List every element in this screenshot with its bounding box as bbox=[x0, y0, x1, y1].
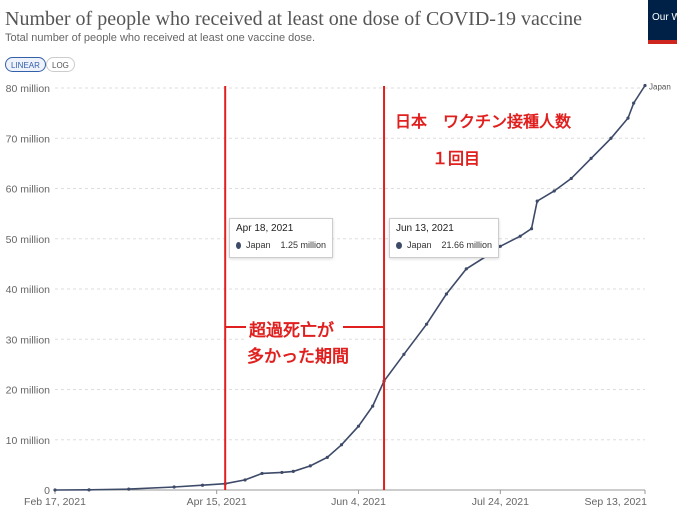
grid-layer bbox=[55, 87, 645, 491]
data-point bbox=[518, 234, 522, 238]
annotation-period-line2: 多かった期間 bbox=[247, 347, 349, 367]
data-point bbox=[291, 469, 295, 474]
data-point bbox=[356, 424, 361, 428]
annotation-period-line1: 超過死亡が bbox=[247, 316, 336, 341]
tooltip-date: Apr 18, 2021 bbox=[236, 223, 294, 234]
data-point bbox=[87, 488, 91, 492]
tooltip-jun: Jun 13, 2021 Japan 21.66 million bbox=[389, 218, 499, 258]
y-tick-label: 80 million bbox=[6, 83, 51, 95]
data-point bbox=[552, 189, 556, 193]
y-tick-label: 30 million bbox=[6, 334, 51, 346]
x-tick-label: Jul 24, 2021 bbox=[472, 496, 529, 508]
data-point bbox=[643, 83, 647, 88]
y-tick-label: 50 million bbox=[6, 234, 51, 246]
data-point bbox=[498, 244, 502, 248]
y-tick-label: 40 million bbox=[6, 284, 51, 296]
data-point bbox=[243, 478, 247, 482]
tooltip-series: Japan bbox=[406, 240, 432, 250]
data-point bbox=[589, 156, 593, 160]
annotation-subheading: １回目 bbox=[432, 149, 481, 168]
data-point bbox=[260, 471, 264, 476]
log-scale-button[interactable]: LOG bbox=[46, 57, 75, 72]
series-label: Japan bbox=[649, 82, 671, 91]
series-layer: Japan bbox=[53, 82, 671, 492]
series-dot-icon bbox=[236, 241, 241, 249]
y-tick-label: 20 million bbox=[6, 385, 51, 397]
data-point bbox=[325, 455, 329, 459]
chart-title: Number of people who received at least o… bbox=[5, 8, 583, 30]
x-tick-label: Jun 4, 2021 bbox=[331, 496, 386, 508]
data-point bbox=[535, 199, 539, 203]
y-tick-label: 60 million bbox=[6, 184, 51, 196]
tooltip-date: Jun 13, 2021 bbox=[396, 223, 454, 234]
y-axis: 0 10 million 20 million 30 million 40 millio… bbox=[6, 83, 51, 497]
data-point bbox=[280, 470, 284, 475]
data-point bbox=[200, 483, 205, 487]
data-point bbox=[569, 176, 573, 181]
x-tick-label: Feb 17, 2021 bbox=[24, 496, 86, 508]
y-tick-label: 0 bbox=[44, 485, 50, 497]
data-point bbox=[424, 322, 429, 326]
data-point bbox=[632, 101, 636, 105]
data-point bbox=[529, 227, 534, 231]
chart-subtitle: Total number of people who received at l… bbox=[5, 32, 316, 44]
data-point bbox=[53, 488, 57, 492]
data-point bbox=[127, 487, 131, 491]
data-point bbox=[464, 267, 468, 271]
x-axis: Feb 17, 2021 Apr 15, 2021 Jun 4, 2021 Jul 2… bbox=[24, 489, 648, 508]
data-point bbox=[402, 352, 406, 356]
series-dot-icon bbox=[396, 241, 402, 249]
data-point bbox=[444, 292, 449, 296]
x-tick-label: Apr 15, 2021 bbox=[187, 496, 247, 508]
tooltip-apr: Apr 18, 2021 Japan 1.25 million bbox=[229, 218, 333, 258]
series-line-japan bbox=[54, 85, 646, 491]
tooltip-value: 1.25 million bbox=[280, 240, 326, 250]
annotation-markers bbox=[224, 86, 386, 490]
x-tick-label: Sep 13, 2021 bbox=[585, 496, 648, 508]
owid-logo[interactable]: Our W in Da bbox=[648, 0, 677, 40]
data-point bbox=[371, 404, 375, 408]
tooltip-series: Japan bbox=[245, 240, 271, 250]
logo-accent-bar bbox=[648, 40, 677, 44]
linear-scale-button[interactable]: LINEAR bbox=[5, 57, 46, 72]
data-point bbox=[339, 443, 344, 447]
annotation-heading: 日本 ワクチン接種人数 bbox=[395, 112, 572, 131]
tooltip-value: 21.66 million bbox=[441, 240, 492, 250]
data-point bbox=[308, 464, 312, 468]
data-point bbox=[626, 116, 630, 120]
data-point bbox=[609, 136, 613, 140]
data-point bbox=[172, 485, 176, 489]
y-tick-label: 10 million bbox=[6, 435, 51, 447]
y-tick-label: 70 million bbox=[6, 133, 51, 145]
